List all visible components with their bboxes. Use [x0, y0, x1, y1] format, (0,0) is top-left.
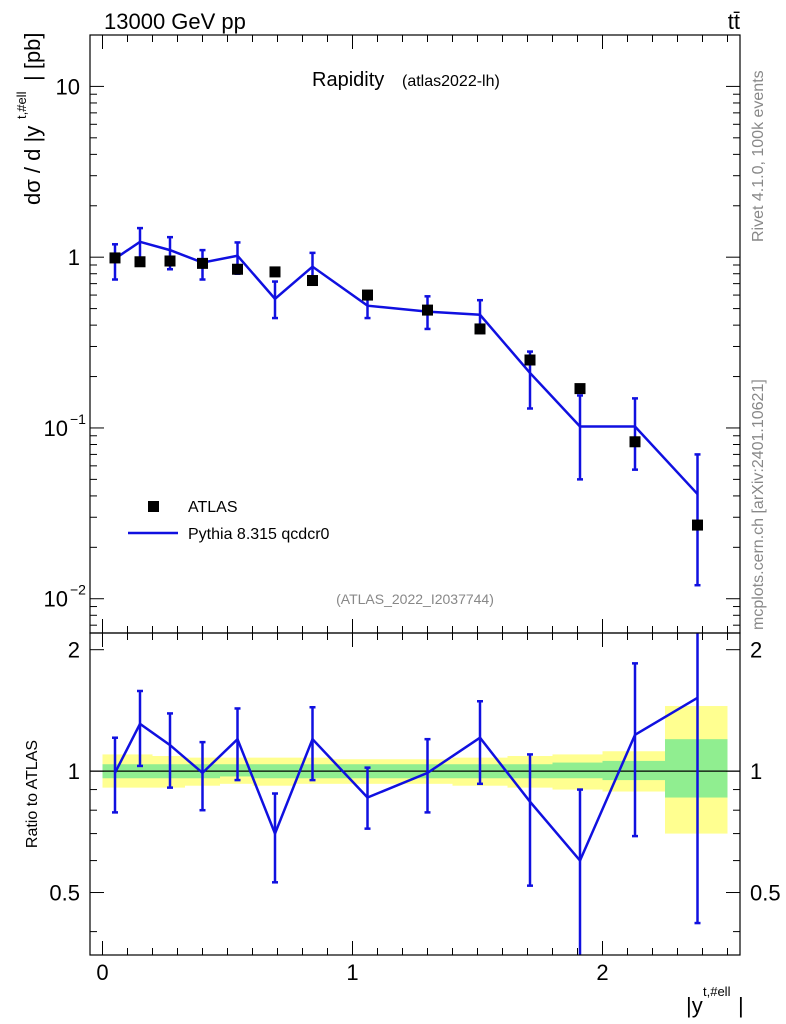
- legend-marker-atlas: [148, 501, 159, 512]
- ratio-ytick-label-right: 2: [750, 638, 762, 663]
- main-ytick-label: 1: [68, 245, 80, 270]
- atlas-point: [269, 266, 281, 278]
- ratio-frame: [89, 632, 741, 956]
- main-ylabel-sup: t,#ell: [14, 91, 29, 119]
- main-ytick-exp: −2: [70, 582, 86, 598]
- energy-label: 13000 GeV pp: [104, 9, 246, 34]
- ratio-xlabel-sup: t,#ell: [703, 984, 731, 999]
- legend-label-pythia: Pythia 8.315 qcdcr0: [188, 526, 330, 543]
- atlas-point: [164, 255, 176, 267]
- main-ytick-exp: −1: [70, 411, 86, 427]
- watermark: (ATLAS_2022_I2037744): [336, 591, 494, 607]
- atlas-point: [524, 354, 536, 366]
- main-ylabel-unit: | [pb]: [20, 32, 45, 81]
- main-ylabel: dσ / d |y t,#ell | [pb]: [14, 32, 45, 205]
- atlas-point: [134, 256, 146, 268]
- ratio-ytick-label: 1: [68, 759, 80, 784]
- ratio-xlabel-tail: |: [738, 993, 744, 1018]
- ratio-xtick-label: 1: [346, 960, 358, 985]
- ratio-line: [113, 696, 699, 863]
- ratio-xtick-label: 2: [596, 960, 608, 985]
- atlas-point: [692, 519, 703, 531]
- process-label: tt̄: [728, 9, 740, 34]
- atlas-point: [197, 257, 208, 269]
- ratio-ytick-label-right: 0.5: [750, 881, 781, 906]
- atlas-point: [232, 263, 243, 275]
- ratio-band-inner: [552, 762, 603, 779]
- main-frame: [89, 34, 741, 634]
- atlas-point: [307, 275, 318, 287]
- ratio-ytick-label: 2: [68, 638, 80, 663]
- ratio-xtick-label: 0: [96, 960, 108, 985]
- ratio-xlabel-text: |y: [686, 993, 703, 1018]
- ratio-xlabel: |y t,#ell |: [686, 984, 744, 1018]
- atlas-point: [362, 289, 373, 301]
- main-ytick-label: 10: [56, 74, 80, 99]
- rivet-label: Rivet 4.1.0, 100k events: [750, 70, 767, 242]
- atlas-point: [422, 304, 433, 316]
- atlas-point: [574, 383, 586, 395]
- legend-label-atlas: ATLAS: [188, 499, 238, 516]
- pythia-line: [114, 240, 699, 495]
- ratio-ytick-label-right: 1: [750, 759, 762, 784]
- atlas-point: [474, 323, 486, 335]
- main-ytick-label: 10: [44, 416, 68, 441]
- ratio-ytick-label: 0.5: [49, 881, 80, 906]
- atlas-point: [109, 252, 121, 264]
- main-subtitle: (atlas2022-lh): [402, 73, 500, 90]
- main-ylabel-text: dσ / d |y: [20, 126, 45, 205]
- legend: ATLAS Pythia 8.315 qcdcr0: [128, 499, 330, 543]
- main-ytick-label: 10: [44, 587, 68, 612]
- mcplots-label: mcplots.cern.ch [arXiv:2401.10621]: [750, 379, 767, 630]
- ratio-ylabel: Ratio to ATLAS: [24, 740, 41, 848]
- main-title: Rapidity: [312, 69, 384, 91]
- ratio-panel: 0.5 0.5 1 1 2 2 0 1 2 Ratio to ATLAS |y t,#ell |: [24, 632, 781, 1018]
- atlas-point: [629, 436, 641, 448]
